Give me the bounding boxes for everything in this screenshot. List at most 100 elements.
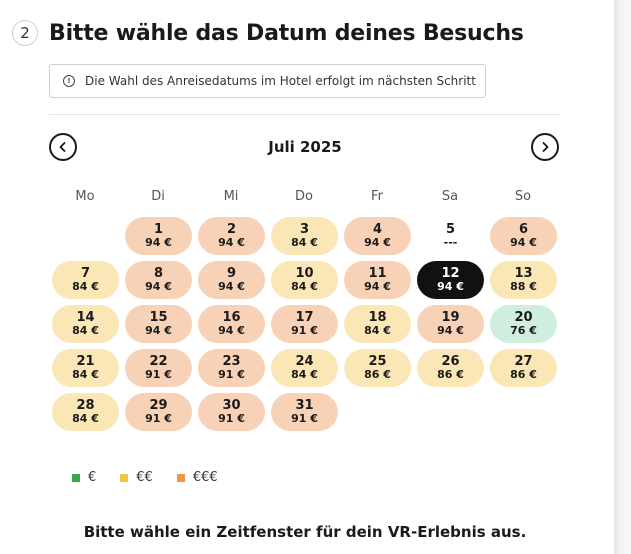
calendar-day-17[interactable]: 17 91 €	[271, 305, 338, 343]
day-number: 24	[295, 354, 314, 370]
calendar-day-8[interactable]: 8 94 €	[125, 261, 192, 299]
timeslot-heading: Bitte wähle ein Zeitfenster für dein VR-…	[83, 523, 527, 541]
calendar-day-7[interactable]: 7 84 €	[52, 261, 119, 299]
day-number: 6	[518, 222, 529, 238]
legend-label: €€	[136, 470, 153, 485]
day-number: 30	[222, 398, 241, 414]
chevron-left-icon	[59, 142, 66, 152]
legend-label: €	[88, 470, 97, 485]
day-number: 21	[76, 354, 95, 370]
calendar-day-4[interactable]: 4 94 €	[344, 217, 411, 255]
legend-swatch	[120, 473, 129, 482]
day-number: 9	[226, 266, 237, 282]
next-month-button[interactable]	[531, 133, 559, 161]
day-number: 8	[153, 266, 164, 282]
legend-item: €€	[120, 470, 153, 485]
calendar-day-2[interactable]: 2 94 €	[198, 217, 265, 255]
day-price: 91 €	[145, 368, 172, 382]
calendar-day-19[interactable]: 19 94 €	[417, 305, 484, 343]
day-number: 18	[368, 310, 387, 326]
day-number: 27	[514, 354, 533, 370]
legend-swatch	[176, 473, 185, 482]
info-icon: !	[63, 75, 75, 87]
day-price: 94 €	[510, 236, 537, 250]
calendar-day-13[interactable]: 13 88 €	[490, 261, 557, 299]
legend-item: €	[72, 470, 96, 485]
day-price: 94 €	[364, 236, 391, 250]
calendar-day-14[interactable]: 14 84 €	[52, 305, 119, 343]
weekday-do: Do	[295, 189, 313, 204]
calendar-day-3[interactable]: 3 84 €	[271, 217, 338, 255]
calendar-day-23[interactable]: 23 91 €	[198, 349, 265, 387]
day-number: 22	[149, 354, 168, 370]
day-number: 1	[153, 222, 164, 238]
calendar-day-27[interactable]: 27 86 €	[490, 349, 557, 387]
day-price: 86 €	[437, 368, 464, 382]
day-price: 84 €	[72, 280, 99, 294]
day-number: 7	[80, 266, 91, 282]
day-number: 10	[295, 266, 314, 282]
day-price: 84 €	[291, 368, 318, 382]
previous-month-button[interactable]	[49, 133, 77, 161]
legend-swatch	[72, 473, 80, 482]
calendar-day-9[interactable]: 9 94 €	[198, 261, 265, 299]
day-price: 91 €	[145, 412, 172, 426]
calendar-day-18[interactable]: 18 84 €	[344, 305, 411, 343]
weekday-so: So	[514, 189, 532, 204]
day-price: 91 €	[218, 412, 245, 426]
day-number: 3	[299, 222, 310, 238]
day-number: 20	[514, 310, 533, 326]
calendar-day-1[interactable]: 1 94 €	[125, 217, 192, 255]
calendar-day-16[interactable]: 16 94 €	[198, 305, 265, 343]
calendar-day-24[interactable]: 24 84 €	[271, 349, 338, 387]
day-price: 94 €	[145, 236, 172, 250]
day-number: 23	[222, 354, 241, 370]
day-price: 86 €	[364, 368, 391, 382]
weekday-mo: Mo	[75, 189, 95, 204]
chevron-right-icon	[542, 142, 549, 152]
calendar-day-11[interactable]: 11 94 €	[344, 261, 411, 299]
day-number: 16	[222, 310, 241, 326]
day-price: 84 €	[364, 324, 391, 338]
calendar-day-10[interactable]: 10 84 €	[271, 261, 338, 299]
calendar-day-29[interactable]: 29 91 €	[125, 393, 192, 431]
day-number: 31	[295, 398, 314, 414]
day-price: 94 €	[218, 280, 245, 294]
day-price: 76 €	[510, 324, 537, 338]
day-price: 94 €	[218, 324, 245, 338]
calendar-day-22[interactable]: 22 91 €	[125, 349, 192, 387]
weekday-mi: Mi	[223, 189, 239, 204]
price-legend: € €€ €€€	[72, 470, 242, 485]
day-price: 94 €	[437, 280, 464, 294]
day-price: 91 €	[291, 324, 318, 338]
step-header: 2 Bitte wähle das Datum deines Besuchs	[12, 20, 524, 46]
day-price: 94 €	[437, 324, 464, 338]
weekday-sa: Sa	[441, 189, 459, 204]
day-number: 28	[76, 398, 95, 414]
day-number: 15	[149, 310, 168, 326]
calendar-day-28[interactable]: 28 84 €	[52, 393, 119, 431]
day-number: 25	[368, 354, 387, 370]
calendar-day-20[interactable]: 20 76 €	[490, 305, 557, 343]
day-price: ---	[443, 236, 458, 250]
info-text: Die Wahl des Anreisedatums im Hotel erfo…	[85, 74, 476, 88]
divider	[49, 114, 560, 115]
day-number: 17	[295, 310, 314, 326]
day-number: 26	[441, 354, 460, 370]
day-price: 86 €	[510, 368, 537, 382]
calendar-day-15[interactable]: 15 94 €	[125, 305, 192, 343]
day-number: 29	[149, 398, 168, 414]
day-number: 4	[372, 222, 383, 238]
info-notice: ! Die Wahl des Anreisedatums im Hotel er…	[49, 64, 486, 98]
page-title: Bitte wähle das Datum deines Besuchs	[49, 20, 524, 46]
calendar-day-5: 5 ---	[417, 217, 484, 255]
calendar-day-30[interactable]: 30 91 €	[198, 393, 265, 431]
calendar-day-6[interactable]: 6 94 €	[490, 217, 557, 255]
day-price: 94 €	[145, 324, 172, 338]
calendar-day-12[interactable]: 12 94 €	[417, 261, 484, 299]
calendar-day-31[interactable]: 31 91 €	[271, 393, 338, 431]
calendar-day-25[interactable]: 25 86 €	[344, 349, 411, 387]
day-number: 13	[514, 266, 533, 282]
calendar-day-26[interactable]: 26 86 €	[417, 349, 484, 387]
calendar-day-21[interactable]: 21 84 €	[52, 349, 119, 387]
